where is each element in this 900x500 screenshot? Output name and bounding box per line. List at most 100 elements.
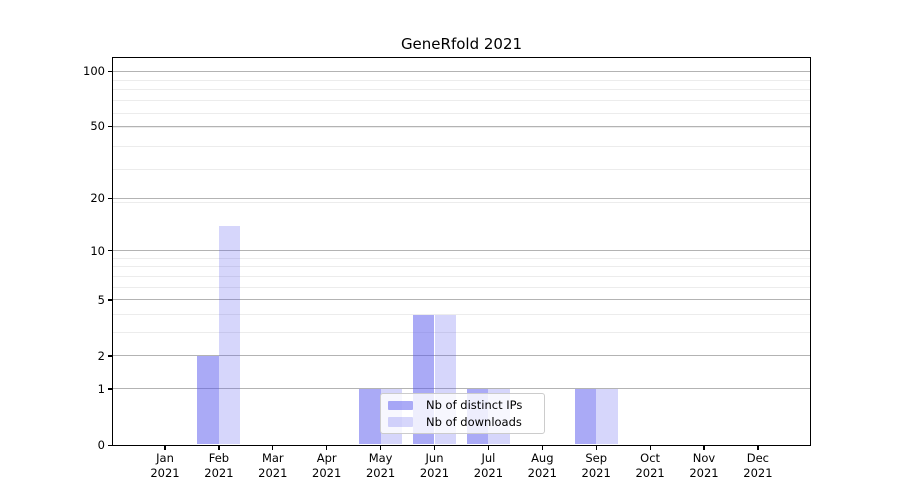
x-tick-year: 2021 [689,466,719,480]
y-tick-label: 1 [97,381,105,396]
gridline-major [113,250,810,252]
x-tick-year: 2021 [150,466,180,480]
gridline-minor [113,145,810,147]
gridline-minor [113,286,810,288]
gridline-minor [113,100,810,102]
x-tick-label: Oct 2021 [623,451,677,481]
gridline-major [113,299,810,301]
x-tick-year: 2021 [635,466,665,480]
gridline-minor [113,112,810,114]
x-tick-year: 2021 [527,466,557,480]
y-tick-label: 5 [97,292,105,307]
bar-downloads-feb [218,225,241,444]
y-tick-label: 20 [90,191,105,206]
x-tick-year: 2021 [473,466,504,480]
plot-inner [113,58,810,445]
gridline-major [113,388,810,390]
gridline-minor [113,275,810,277]
x-tick-mark [218,446,220,450]
x-tick-month: Jul [481,451,496,465]
y-tick-label: 0 [97,438,105,452]
gridline-minor [113,201,810,203]
x-tick-label: Dec 2021 [731,451,785,481]
x-tick-year: 2021 [258,466,288,480]
x-tick-mark [649,446,651,450]
y-tick-mark [108,125,113,128]
x-tick-year: 2021 [365,466,396,480]
x-tick-mark [703,446,705,450]
x-tick-month: Dec [746,451,770,465]
x-tick-month: Aug [531,451,554,465]
gridline-major [113,70,810,72]
x-tick-label: Jun 2021 [408,451,462,481]
gridline-minor [113,257,810,259]
x-tick-mark [164,446,166,450]
x-tick-year: 2021 [743,466,773,480]
x-tick-mark [595,446,597,450]
x-tick-month: Jun [425,451,444,465]
legend-swatch-distinct-ips [388,400,413,410]
x-tick-label: Jan 2021 [138,451,192,481]
y-tick-label: 50 [90,119,105,134]
bar-distinct-ips-sep [574,388,597,444]
x-tick-year: 2021 [204,466,234,480]
y-tick-label: 2 [97,348,105,363]
x-tick-month: Feb [208,451,230,465]
legend-item: Nb of distinct IPs [388,398,537,412]
y-tick-mark [108,388,113,390]
gridline-minor [113,89,810,91]
x-tick-month: Apr [316,451,337,465]
x-tick-mark [433,446,436,450]
bar-distinct-ips-may [359,388,381,444]
x-tick-mark [541,446,543,450]
chart-title: GeneRfold 2021 [400,35,523,53]
bar-downloads-sep [596,388,618,444]
x-tick-month: Oct [640,451,661,465]
gridline-major [113,355,810,357]
x-tick-label: Apr 2021 [300,451,354,481]
x-tick-label: Jul 2021 [461,451,515,481]
gridline-minor [113,314,810,316]
y-tick-mark [108,250,113,252]
x-tick-year: 2021 [581,466,611,480]
plot-area [112,57,811,446]
y-tick-mark [108,197,113,200]
x-tick-label: Nov 2021 [677,451,731,481]
x-tick-month: Mar [261,451,284,465]
x-tick-label: Sep 2021 [569,451,623,481]
gridline-minor [113,168,810,170]
legend-swatch-downloads [388,417,413,427]
y-tick-mark [108,70,113,72]
x-tick-month: Jan [156,451,174,465]
bar-distinct-ips-feb [197,355,219,444]
x-tick-mark [487,446,490,450]
x-tick-year: 2021 [419,466,450,480]
y-tick-mark [108,299,113,301]
gridline-major [113,197,810,199]
legend: Nb of distinct IPs Nb of downloads [380,393,545,434]
gridline-major [113,125,810,127]
legend-item: Nb of downloads [388,415,537,429]
y-tick-mark [108,444,113,446]
y-tick-label: 10 [90,243,105,258]
gridline-minor [113,266,810,268]
x-tick-label: Aug 2021 [515,451,569,481]
x-tick-label: Feb 2021 [192,451,246,481]
x-tick-month: Sep [585,451,608,465]
legend-label: Nb of distinct IPs [426,398,523,413]
gridline-minor [113,79,810,81]
x-tick-month: Nov [692,451,716,465]
x-tick-label: Mar 2021 [246,451,300,481]
gridline-minor [113,332,810,334]
y-tick-mark [108,355,113,357]
y-tick-label: 100 [83,64,105,78]
gridline-minor [113,127,810,129]
x-tick-mark [272,446,274,450]
x-tick-mark [326,446,328,450]
x-tick-mark [757,446,759,450]
x-tick-year: 2021 [312,466,342,480]
x-tick-mark [380,446,382,450]
x-tick-month: May [368,451,393,465]
x-tick-label: May 2021 [354,451,408,481]
